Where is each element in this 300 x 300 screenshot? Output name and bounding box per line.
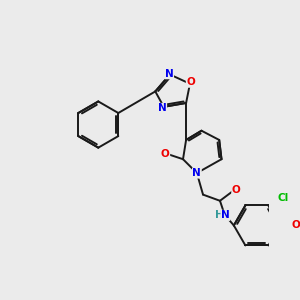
Text: N: N (165, 69, 173, 79)
Text: O: O (186, 77, 195, 87)
Text: O: O (161, 149, 170, 159)
Text: N: N (193, 168, 201, 178)
Text: N: N (158, 103, 167, 113)
Text: H: H (215, 210, 224, 220)
Text: O: O (232, 185, 241, 195)
Text: N: N (221, 210, 230, 220)
Text: Cl: Cl (278, 194, 289, 203)
Text: O: O (292, 220, 300, 230)
